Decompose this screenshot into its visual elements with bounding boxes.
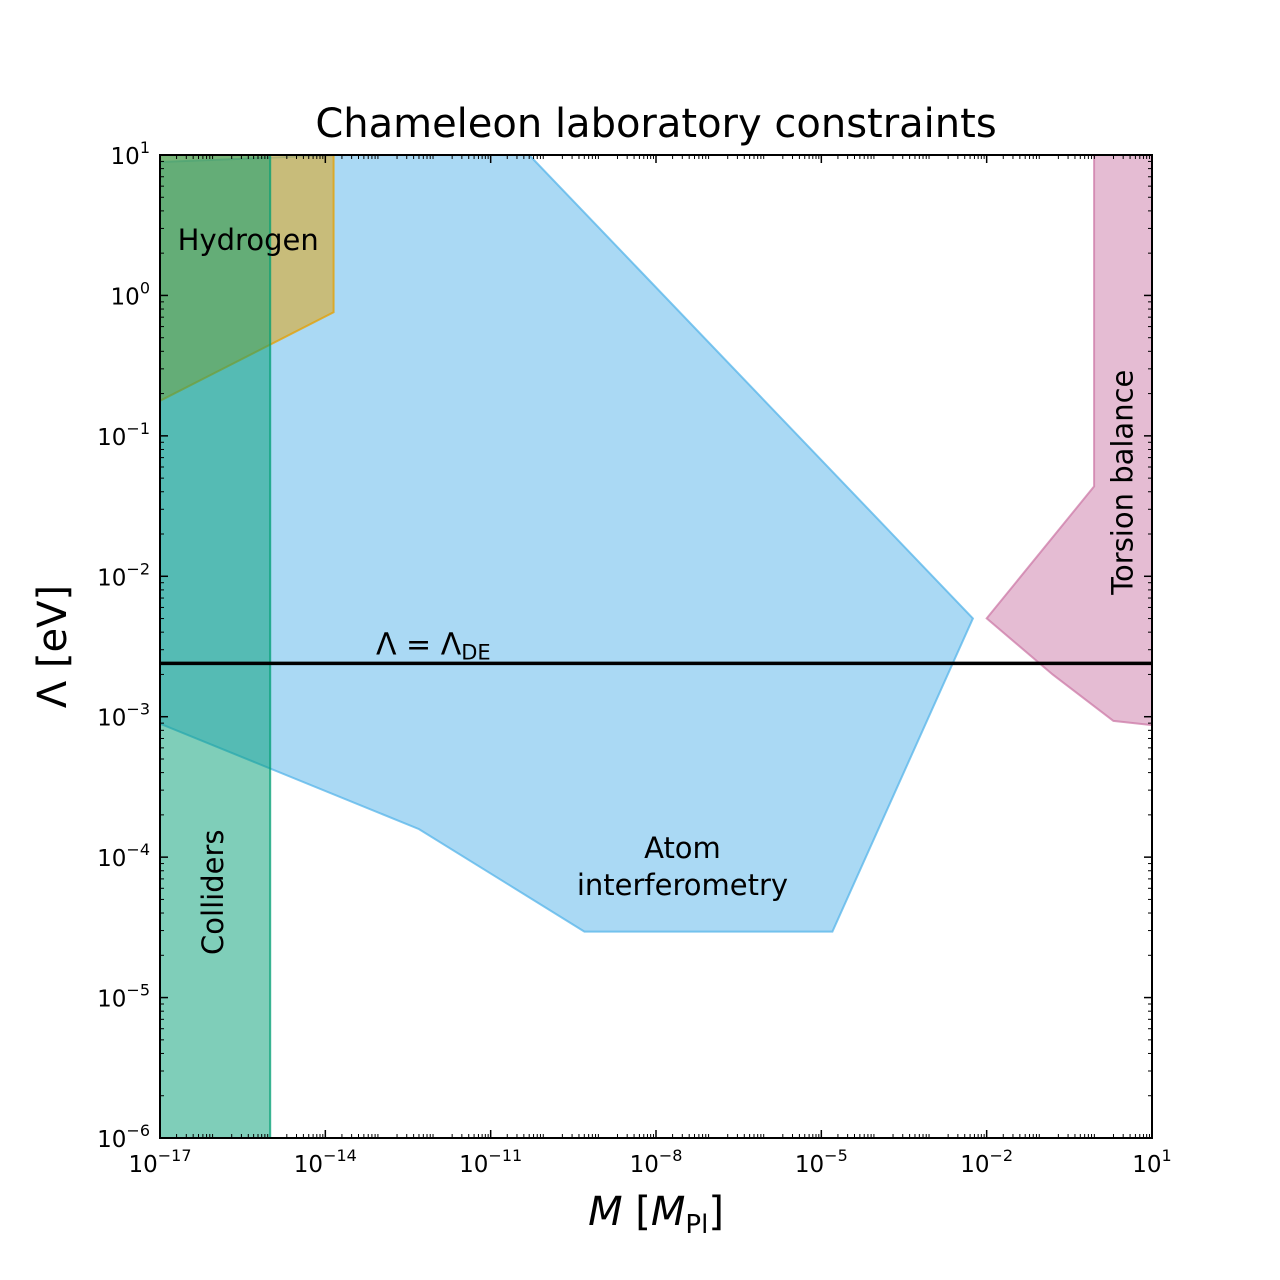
x-tick-label: 10−8 xyxy=(630,1146,683,1178)
label-hydrogen: Hydrogen xyxy=(178,223,319,257)
y-tick-label: 100 xyxy=(111,278,150,310)
x-axis-label: M [MPl] xyxy=(588,1189,724,1240)
x-tick-label: 101 xyxy=(1132,1146,1171,1178)
x-tick-label: 10−17 xyxy=(128,1146,191,1178)
label-torsion: Torsion balance xyxy=(1105,370,1139,596)
y-tick-label: 101 xyxy=(111,138,150,170)
x-tick-label: 10−5 xyxy=(795,1146,848,1178)
y-tick-label: 10−5 xyxy=(97,981,150,1013)
label-atom: Atom interferometry xyxy=(577,831,788,902)
y-tick-label: 10−3 xyxy=(97,700,150,732)
y-tick-label: 10−6 xyxy=(97,1121,150,1153)
y-tick-label: 10−2 xyxy=(97,559,150,591)
y-tick-label: 10−1 xyxy=(97,419,150,451)
x-tick-label: 10−11 xyxy=(459,1146,522,1178)
region-labels-layer: Hydrogen Atom interferometry Torsion balanc… xyxy=(178,223,1140,955)
y-tick-label: 10−4 xyxy=(97,840,150,872)
x-tick-label: 10−14 xyxy=(294,1146,357,1178)
regions-layer xyxy=(160,155,1152,1138)
x-tick-label: 10−2 xyxy=(960,1146,1013,1178)
reference-line-layer: Λ = ΛDE xyxy=(160,627,1152,666)
label-colliders: Colliders xyxy=(196,830,230,955)
y-axis-label: Λ [eV] xyxy=(30,585,76,708)
chart-title: Chameleon laboratory constraints xyxy=(315,101,996,147)
region-torsion-balance xyxy=(530,155,1152,727)
region-colliders xyxy=(160,155,272,1138)
